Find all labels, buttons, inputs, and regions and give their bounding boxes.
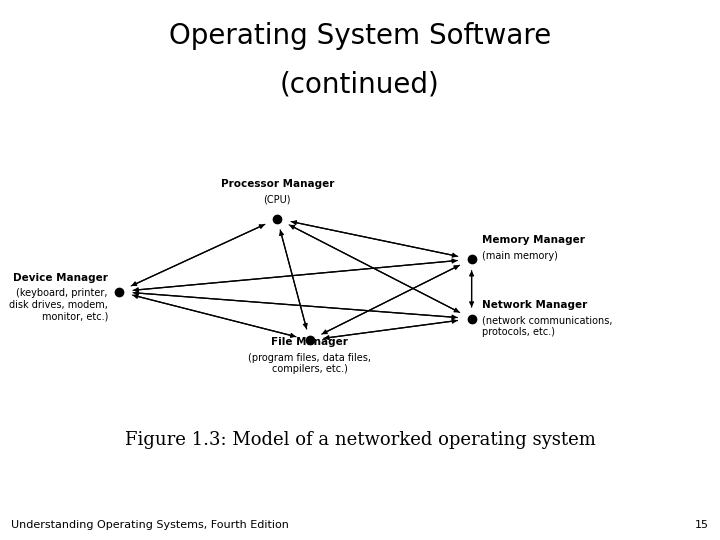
Text: Memory Manager: Memory Manager [482,235,585,245]
Text: Device Manager: Device Manager [13,273,108,283]
Text: Operating System Software: Operating System Software [169,22,551,50]
Text: (CPU): (CPU) [264,194,291,205]
Text: (program files, data files,
compilers, etc.): (program files, data files, compilers, e… [248,353,371,374]
Text: (network communications,
protocols, etc.): (network communications, protocols, etc.… [482,315,613,337]
Text: (main memory): (main memory) [482,251,558,261]
Text: File Manager: File Manager [271,337,348,347]
Text: Figure 1.3: Model of a networked operating system: Figure 1.3: Model of a networked operati… [125,431,595,449]
Text: 15: 15 [696,520,709,530]
Text: Processor Manager: Processor Manager [220,179,334,189]
Text: (keyboard, printer,
disk drives, modem,
monitor, etc.): (keyboard, printer, disk drives, modem, … [9,288,108,321]
Text: Network Manager: Network Manager [482,300,588,310]
Text: Understanding Operating Systems, Fourth Edition: Understanding Operating Systems, Fourth … [11,520,289,530]
Text: (continued): (continued) [280,70,440,98]
